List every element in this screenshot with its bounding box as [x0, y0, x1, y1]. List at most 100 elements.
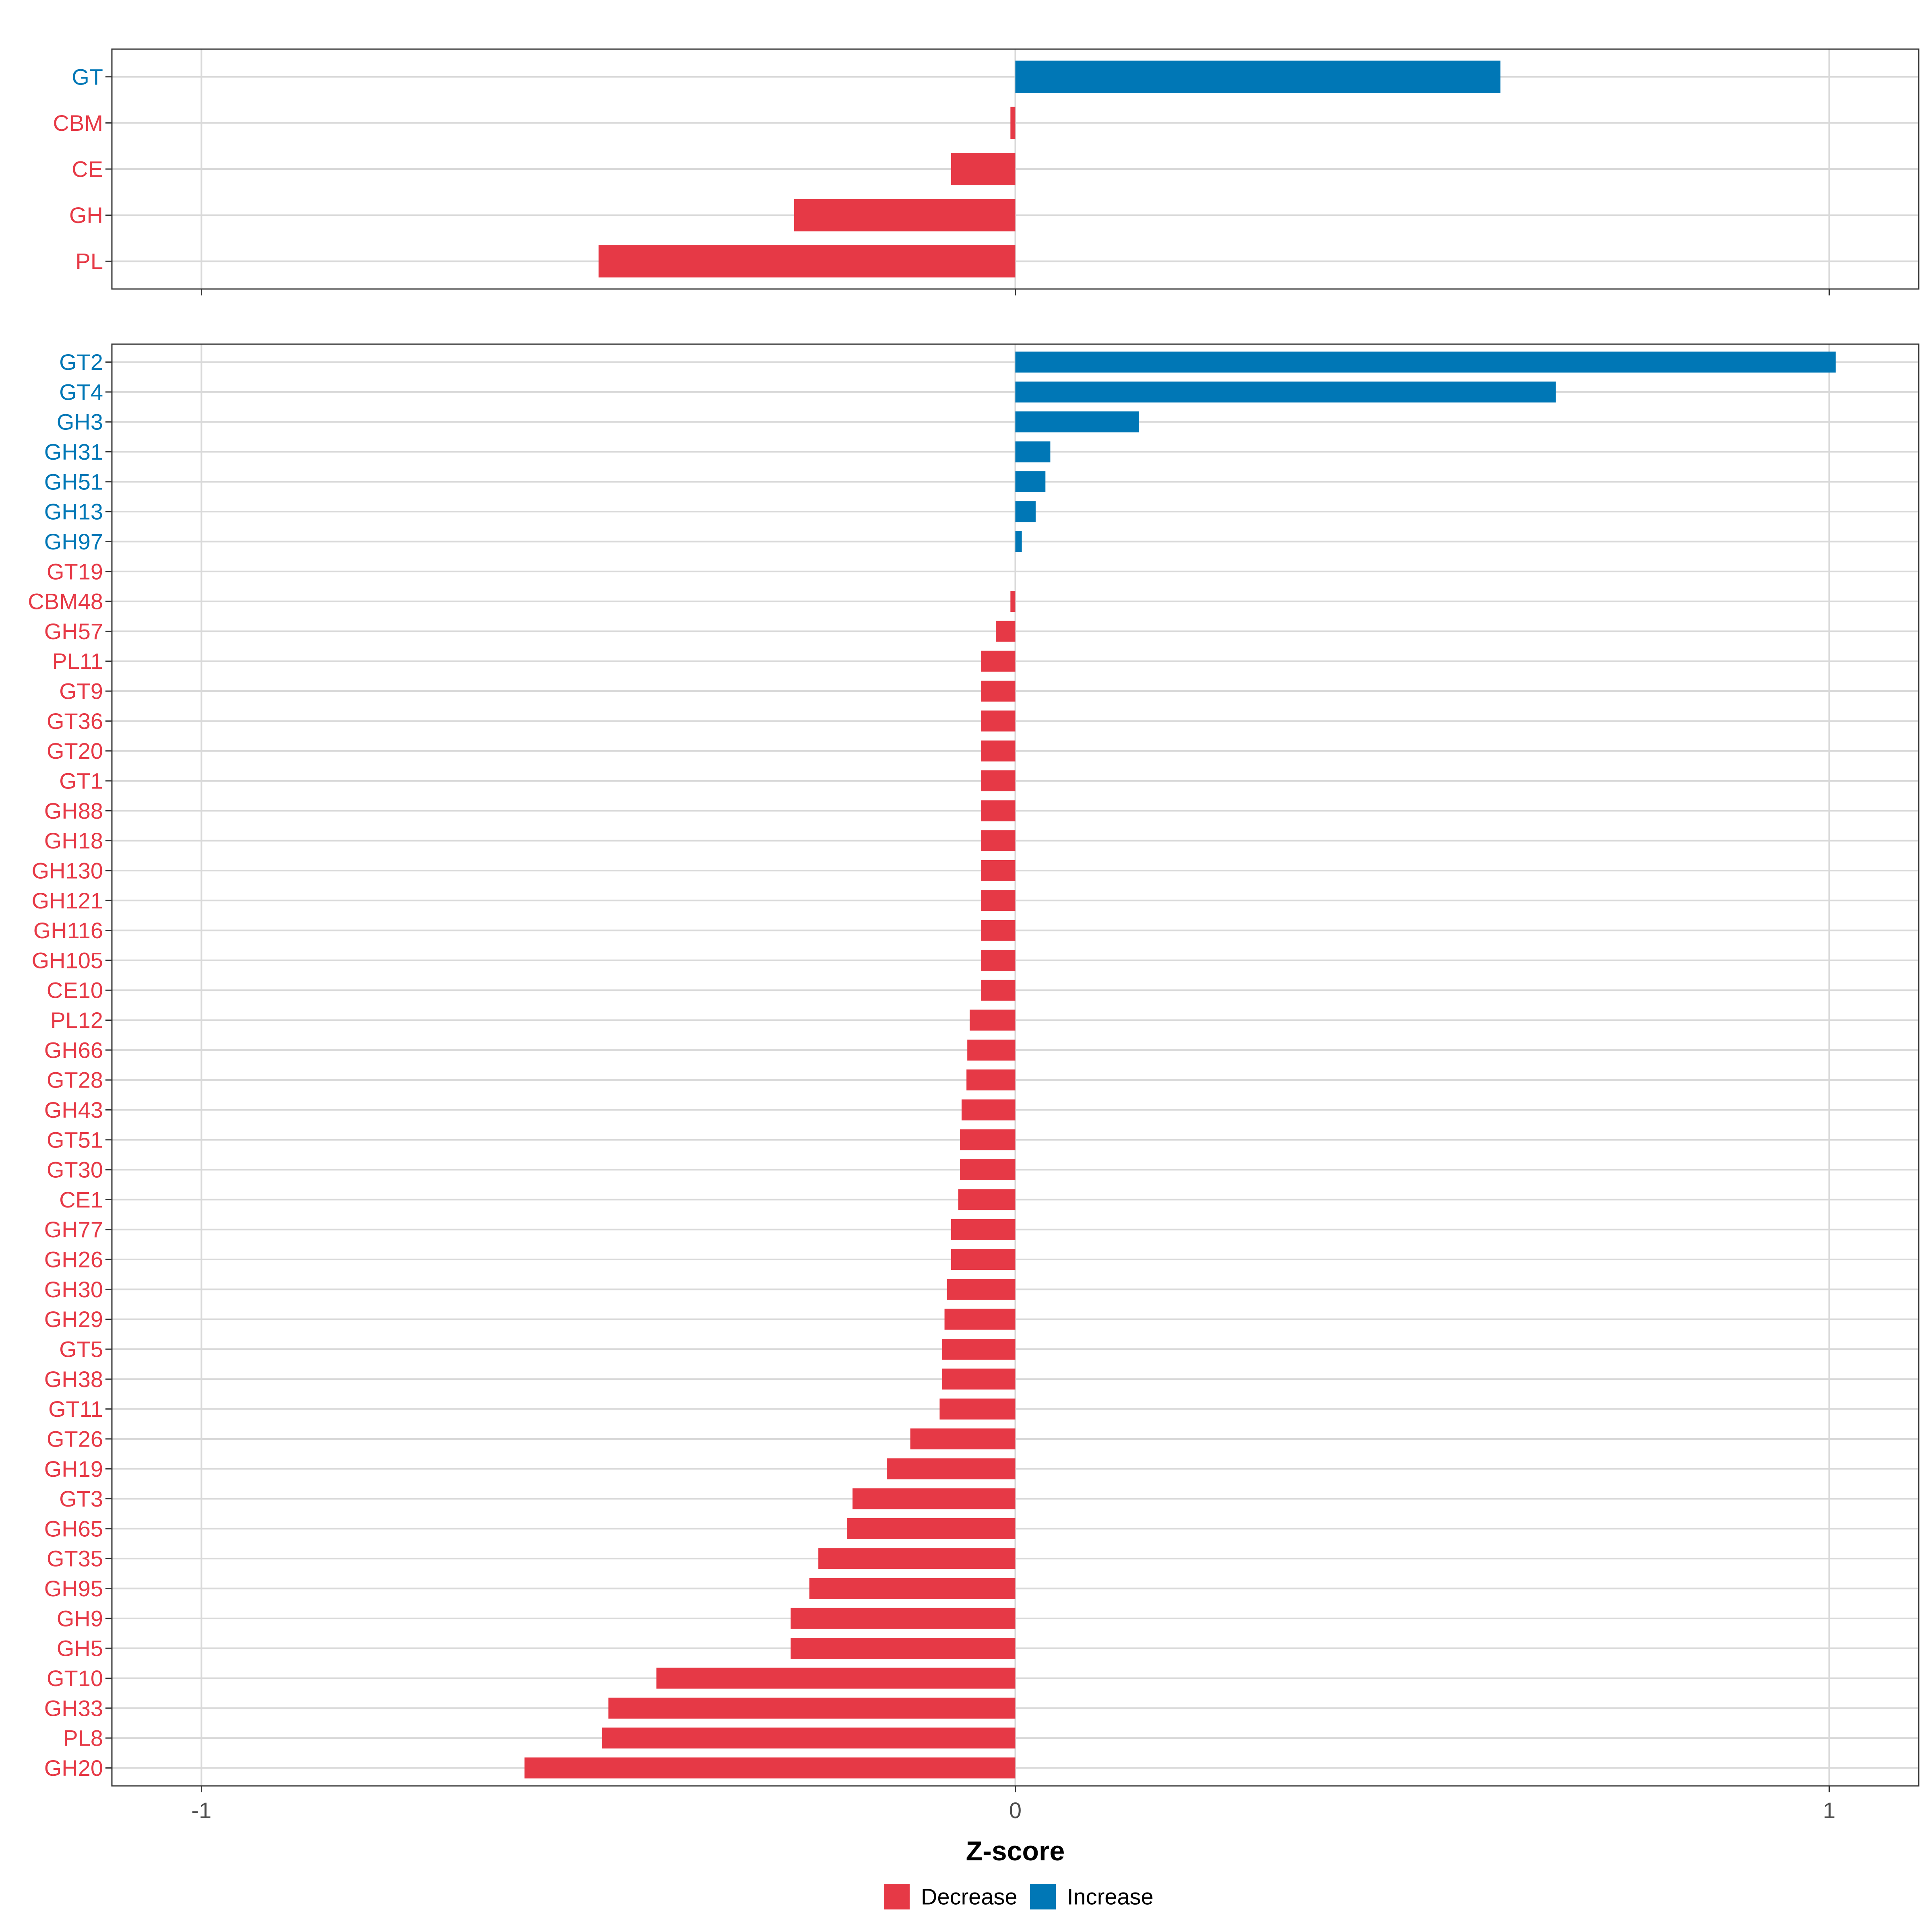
bar-GH51 [1015, 471, 1046, 492]
x-tick-label: -1 [192, 1798, 212, 1823]
bar-GH43 [962, 1099, 1016, 1121]
bar-GT26 [910, 1428, 1016, 1449]
bar-GH18 [981, 830, 1016, 851]
y-tick-label-GH13: GH13 [44, 499, 103, 524]
y-tick-label-GT5: GT5 [59, 1336, 103, 1362]
y-tick-label-CBM48: CBM48 [28, 589, 103, 614]
y-tick-label-GT28: GT28 [47, 1067, 103, 1093]
y-tick-label-GH97: GH97 [44, 529, 103, 554]
bar-GT20 [981, 740, 1016, 762]
y-tick-label-GH30: GH30 [44, 1277, 103, 1302]
bar-GH57 [995, 621, 1016, 642]
y-tick-label-GH29: GH29 [44, 1307, 103, 1332]
y-tick-label-GT: GT [72, 64, 103, 89]
y-tick-label-GT1: GT1 [59, 768, 103, 794]
y-tick-label-GH130: GH130 [32, 858, 103, 883]
y-tick-label-GH95: GH95 [44, 1576, 103, 1601]
bar-GH121 [981, 890, 1016, 911]
bar-GT1 [981, 770, 1016, 792]
y-tick-label-GT4: GT4 [59, 379, 103, 405]
y-tick-label-GH105: GH105 [32, 947, 103, 973]
bar-GH116 [981, 920, 1016, 941]
bar-GH29 [944, 1309, 1016, 1330]
y-tick-label-GT20: GT20 [47, 738, 103, 764]
y-tick-label-GT26: GT26 [47, 1426, 103, 1451]
bar-GH20 [524, 1757, 1016, 1779]
y-tick-label-GT19: GT19 [47, 559, 103, 584]
y-tick-label-GT35: GT35 [47, 1546, 103, 1571]
y-tick-label-CE1: CE1 [59, 1187, 103, 1212]
y-tick-label-GT2: GT2 [59, 349, 103, 375]
bar-GH13 [1015, 501, 1036, 522]
y-tick-label-GH57: GH57 [44, 619, 103, 644]
y-tick-label-GT30: GT30 [47, 1157, 103, 1183]
bar-GH66 [967, 1039, 1016, 1061]
bar-GH9 [791, 1608, 1016, 1629]
y-tick-label-GH33: GH33 [44, 1695, 103, 1721]
bar-CE10 [981, 980, 1016, 1001]
bar-GT51 [960, 1129, 1016, 1150]
y-tick-label-CE10: CE10 [47, 978, 103, 1003]
bar-PL [599, 245, 1016, 278]
y-tick-label-CBM: CBM [53, 110, 103, 136]
y-tick-label-GH26: GH26 [44, 1247, 103, 1272]
y-tick-label-CE: CE [72, 157, 103, 182]
y-tick-label-GH9: GH9 [57, 1606, 103, 1631]
bar-GH95 [809, 1578, 1016, 1599]
bar-GH105 [981, 949, 1016, 971]
y-tick-label-GH20: GH20 [44, 1755, 103, 1781]
legend-label-decrease: Decrease [921, 1884, 1018, 1909]
y-tick-label-PL12: PL12 [50, 1007, 103, 1033]
y-tick-label-GH43: GH43 [44, 1097, 103, 1123]
y-tick-label-PL11: PL11 [52, 648, 103, 674]
bar-GH38 [942, 1368, 1016, 1390]
y-tick-label-PL: PL [76, 249, 103, 274]
bar-GT10 [656, 1668, 1016, 1689]
bar-PL8 [602, 1728, 1016, 1749]
bar-CBM48 [1010, 591, 1016, 612]
y-tick-label-GH51: GH51 [44, 469, 103, 494]
y-tick-label-GH19: GH19 [44, 1456, 103, 1482]
x-axis-title: Z-score [966, 1836, 1065, 1866]
legend-key-decrease [884, 1884, 910, 1909]
y-tick-label-GH38: GH38 [44, 1366, 103, 1392]
bar-PL11 [981, 650, 1016, 672]
y-tick-label-GT51: GT51 [47, 1127, 103, 1152]
bar-GH130 [981, 860, 1016, 881]
y-tick-label-GH31: GH31 [44, 439, 103, 464]
bar-GH [794, 199, 1016, 231]
bar-GT30 [960, 1159, 1016, 1181]
y-tick-label-GT3: GT3 [59, 1486, 103, 1511]
y-tick-label-GT36: GT36 [47, 708, 103, 734]
bar-CE1 [958, 1189, 1016, 1210]
x-tick-label: 0 [1009, 1798, 1022, 1823]
bar-GH3 [1015, 411, 1139, 433]
bar-PL12 [970, 1009, 1016, 1031]
y-tick-label-GH77: GH77 [44, 1217, 103, 1242]
y-tick-label-GH116: GH116 [33, 918, 103, 943]
bar-GH77 [951, 1219, 1016, 1240]
bar-GT2 [1015, 351, 1836, 373]
y-tick-label-GH121: GH121 [32, 888, 103, 913]
bar-GH19 [887, 1458, 1016, 1480]
bar-GH26 [951, 1249, 1016, 1270]
y-tick-label-GH88: GH88 [44, 798, 103, 824]
x-tick-label: 1 [1823, 1798, 1835, 1823]
bar-GH31 [1015, 441, 1051, 462]
y-tick-label-GH5: GH5 [57, 1636, 103, 1661]
legend-label-increase: Increase [1067, 1884, 1154, 1909]
bar-GT3 [852, 1488, 1016, 1509]
bar-GT4 [1015, 381, 1556, 402]
bar-GT [1015, 60, 1501, 93]
y-tick-label-PL8: PL8 [63, 1726, 103, 1751]
bar-GH65 [846, 1518, 1016, 1539]
y-tick-label-GH18: GH18 [44, 828, 103, 853]
legend-key-increase [1030, 1884, 1056, 1909]
bar-GT11 [939, 1398, 1016, 1420]
bar-GH97 [1015, 531, 1022, 552]
y-tick-label-GH66: GH66 [44, 1037, 103, 1063]
y-tick-label-GH: GH [69, 202, 103, 228]
bar-CE [951, 153, 1016, 186]
y-tick-label-GH65: GH65 [44, 1516, 103, 1541]
